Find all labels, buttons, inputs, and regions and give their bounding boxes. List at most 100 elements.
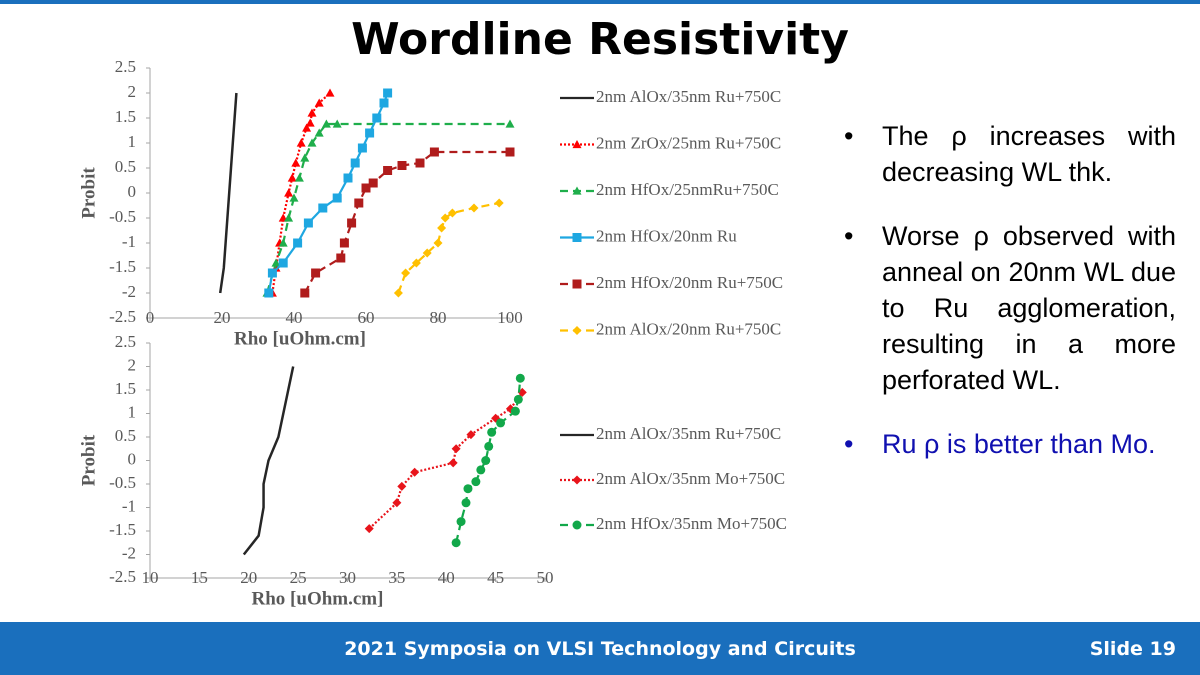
y-tick-label: 0.5	[115, 426, 136, 445]
marker	[510, 406, 520, 416]
x-tick-label: 45	[487, 568, 504, 587]
bullet-text: The ρ increases with decreasing WL thk.	[882, 121, 1176, 187]
marker	[572, 326, 582, 335]
marker	[379, 98, 389, 108]
marker	[433, 238, 443, 248]
y-tick-label: 1	[128, 402, 137, 421]
marker	[422, 248, 432, 258]
marker	[447, 208, 457, 218]
slide-title: Wordline Resistivity	[351, 14, 849, 65]
marker	[469, 203, 479, 213]
y-tick-label: 1.5	[115, 107, 136, 126]
marker	[513, 394, 523, 404]
marker	[278, 238, 288, 247]
marker	[307, 138, 317, 147]
marker	[440, 213, 450, 223]
marker	[481, 456, 491, 465]
marker	[572, 475, 582, 485]
marker	[471, 477, 481, 487]
x-tick-label: 60	[358, 308, 375, 327]
y-tick-label: 2	[128, 82, 137, 101]
marker	[318, 203, 328, 213]
marker	[461, 498, 471, 508]
marker	[451, 444, 461, 454]
marker	[411, 258, 421, 268]
x-axis-title: Rho [uOhm.cm]	[252, 588, 384, 609]
marker	[415, 158, 425, 168]
marker	[505, 147, 515, 157]
y-tick-label: 0	[128, 182, 137, 201]
marker	[401, 268, 411, 278]
marker	[264, 288, 274, 298]
marker	[357, 143, 367, 153]
footer: 2021 Symposia on VLSI Technology and Cir…	[0, 622, 1200, 675]
x-tick-label: 40	[286, 308, 303, 327]
legend-label: 2nm HfOx/20nm Ru	[596, 226, 737, 245]
y-tick-label: -1	[122, 232, 136, 251]
bullet: • Worse ρ observed with anneal on 20nm WL…	[840, 218, 1176, 398]
y-tick-label: -2	[122, 282, 136, 301]
legend-label: 2nm ZrOx/25nm Ru+750C	[596, 133, 781, 152]
x-tick-label: 15	[191, 568, 208, 587]
bullet: • Ru ρ is better than Mo.	[840, 426, 1176, 462]
marker	[466, 430, 476, 440]
marker	[476, 465, 486, 475]
x-tick-label: 30	[339, 568, 356, 587]
marker	[429, 147, 439, 157]
marker	[365, 128, 375, 138]
marker	[271, 258, 281, 267]
marker	[294, 173, 304, 182]
marker	[347, 218, 357, 228]
marker	[383, 88, 393, 98]
marker	[284, 188, 294, 197]
marker	[451, 538, 461, 548]
marker	[410, 467, 420, 477]
slide-number: Slide 19	[1089, 638, 1176, 660]
x-tick-label: 40	[438, 568, 455, 587]
series-line	[397, 201, 500, 294]
y-tick-label: -1.5	[109, 257, 136, 276]
marker	[289, 193, 299, 202]
y-tick-label: -0.5	[109, 207, 136, 226]
y-tick-label: 2	[128, 355, 137, 374]
series-line	[242, 366, 295, 556]
marker	[307, 108, 317, 117]
y-tick-label: -1.5	[109, 520, 136, 539]
marker	[484, 441, 494, 451]
legend-label: 2nm HfOx/25nmRu+750C	[596, 180, 779, 199]
marker	[393, 288, 403, 298]
y-tick-label: -2.5	[109, 567, 136, 586]
x-tick-label: 50	[537, 568, 554, 587]
bullet-dot: •	[844, 121, 854, 151]
series-line	[368, 391, 524, 530]
x-tick-label: 10	[142, 568, 159, 587]
legend-label: 2nm AlOx/35nm Mo+750C	[596, 469, 785, 488]
marker	[339, 238, 349, 248]
marker	[368, 178, 378, 188]
marker	[291, 158, 301, 167]
y-tick-label: 1.5	[115, 379, 136, 398]
marker	[287, 173, 297, 182]
x-tick-label: 35	[388, 568, 405, 587]
x-tick-label: 20	[214, 308, 231, 327]
marker	[397, 161, 407, 170]
marker	[302, 123, 312, 132]
marker	[487, 427, 497, 437]
bullet: • The ρ increases with decreasing WL thk.	[840, 118, 1176, 190]
legend-label: 2nm AlOx/35nm Ru+750C	[596, 87, 781, 106]
series-line	[218, 92, 238, 294]
marker	[296, 138, 306, 147]
x-axis-title: Rho [uOhm.cm]	[234, 328, 366, 349]
marker	[463, 484, 473, 494]
marker	[336, 253, 346, 263]
footer-text: 2021 Symposia on VLSI Technology and Cir…	[344, 638, 856, 660]
y-tick-label: -2.5	[109, 307, 136, 326]
marker	[572, 140, 582, 149]
marker	[572, 186, 582, 195]
marker	[383, 166, 393, 175]
marker	[496, 418, 506, 428]
marker	[300, 153, 310, 162]
marker	[314, 98, 324, 107]
y-axis-title: Probit	[78, 434, 99, 486]
legend-label: 2nm HfOx/20nm Ru+750C	[596, 273, 783, 292]
